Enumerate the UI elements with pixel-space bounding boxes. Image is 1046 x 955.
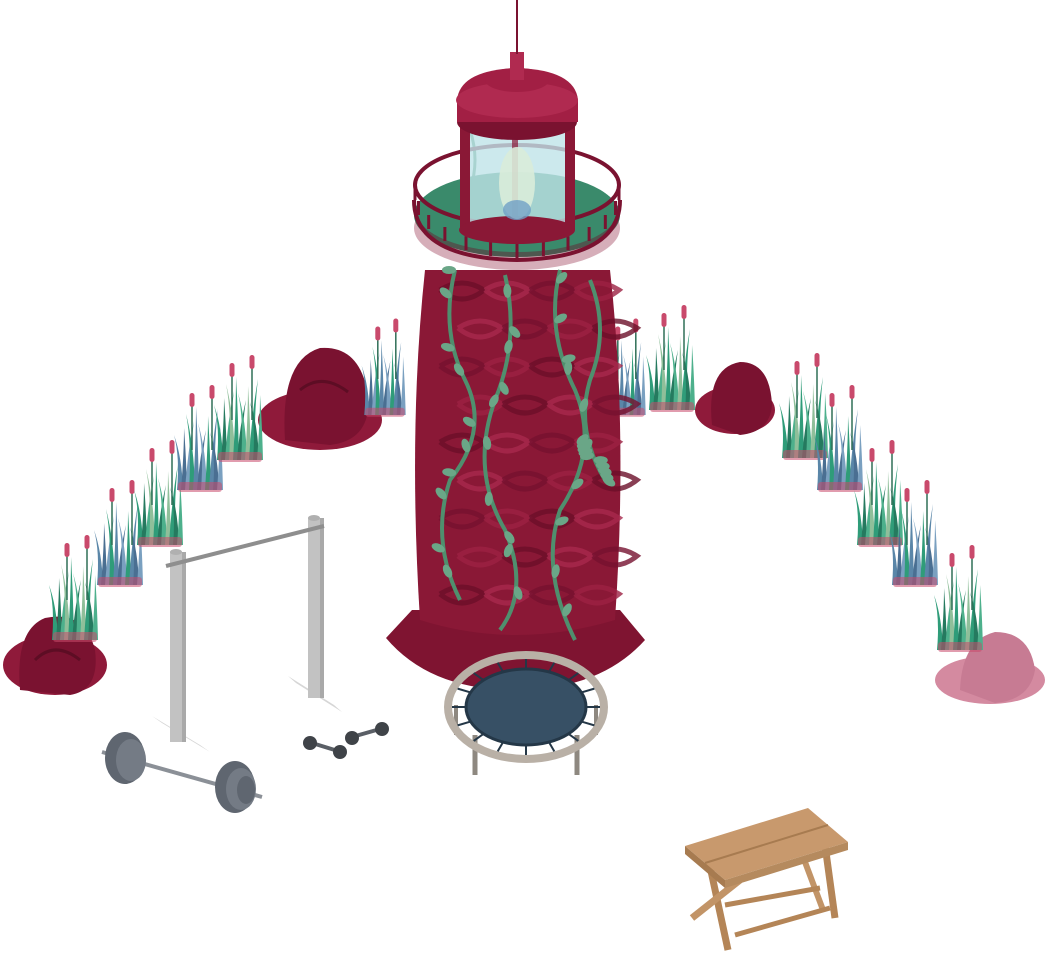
reed-clump (779, 353, 828, 460)
reed-clump (934, 545, 983, 652)
reed-clump (174, 385, 223, 492)
reed-hedge-left[interactable] (3, 318, 406, 696)
reed-clump (854, 440, 903, 547)
lighthouse[interactable] (386, 0, 645, 690)
boulder-left-mid (258, 347, 382, 450)
reed-clump (94, 480, 143, 587)
pull-up-bar[interactable] (152, 515, 342, 752)
reed-clump (889, 480, 938, 587)
reed-clump (361, 318, 406, 417)
reed-clump (49, 535, 98, 642)
folding-table[interactable] (685, 808, 848, 951)
mini-trampoline[interactable] (444, 651, 608, 775)
trampoline-springs (452, 659, 600, 755)
reed-clump (646, 305, 695, 412)
dumbbell[interactable] (303, 722, 389, 759)
reed-hedge-right[interactable] (601, 305, 1045, 704)
boulder-right-mid (695, 362, 775, 435)
reed-clump (214, 355, 263, 462)
reed-clump (134, 440, 183, 547)
barbell[interactable] (101, 732, 263, 813)
reed-clump (814, 385, 863, 492)
